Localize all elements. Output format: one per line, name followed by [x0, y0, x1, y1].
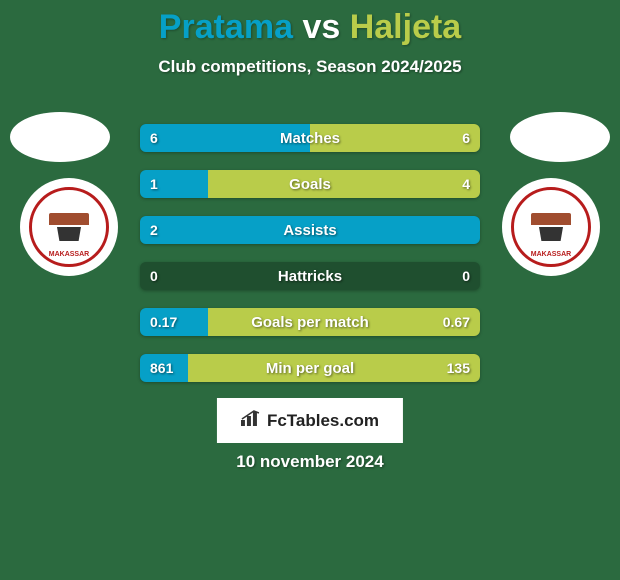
player2-avatar — [510, 112, 610, 162]
infographic-container: Pratama vs Haljeta Club competitions, Se… — [0, 0, 620, 580]
player1-avatar — [10, 112, 110, 162]
stat-label: Hattricks — [140, 262, 480, 290]
stat-row: 14Goals — [140, 170, 480, 198]
stat-label: Goals per match — [140, 308, 480, 336]
brand-text: FcTables.com — [267, 411, 379, 431]
brand-box: FcTables.com — [217, 398, 403, 443]
club-logo-icon: MAKASSAR — [511, 187, 591, 267]
club-logo-icon: MAKASSAR — [29, 187, 109, 267]
player2-club-badge: MAKASSAR — [502, 178, 600, 276]
stat-row: 00Hattricks — [140, 262, 480, 290]
stat-label: Min per goal — [140, 354, 480, 382]
stat-label: Assists — [140, 216, 480, 244]
stats-panel: 66Matches 14Goals 2Assists 00Hattricks 0.170… — [140, 124, 480, 400]
title-vs: vs — [302, 8, 340, 46]
stat-row: 66Matches — [140, 124, 480, 152]
player2-name: Haljeta — [350, 8, 462, 46]
player1-club-badge: MAKASSAR — [20, 178, 118, 276]
subtitle: Club competitions, Season 2024/2025 — [0, 57, 620, 77]
stat-label: Matches — [140, 124, 480, 152]
stat-row: 2Assists — [140, 216, 480, 244]
stat-row: 861135Min per goal — [140, 354, 480, 382]
chart-icon — [241, 410, 261, 431]
player1-name: Pratama — [159, 8, 293, 46]
stat-label: Goals — [140, 170, 480, 198]
stat-row: 0.170.67Goals per match — [140, 308, 480, 336]
date-text: 10 november 2024 — [0, 452, 620, 472]
page-title: Pratama vs Haljeta — [0, 0, 620, 47]
